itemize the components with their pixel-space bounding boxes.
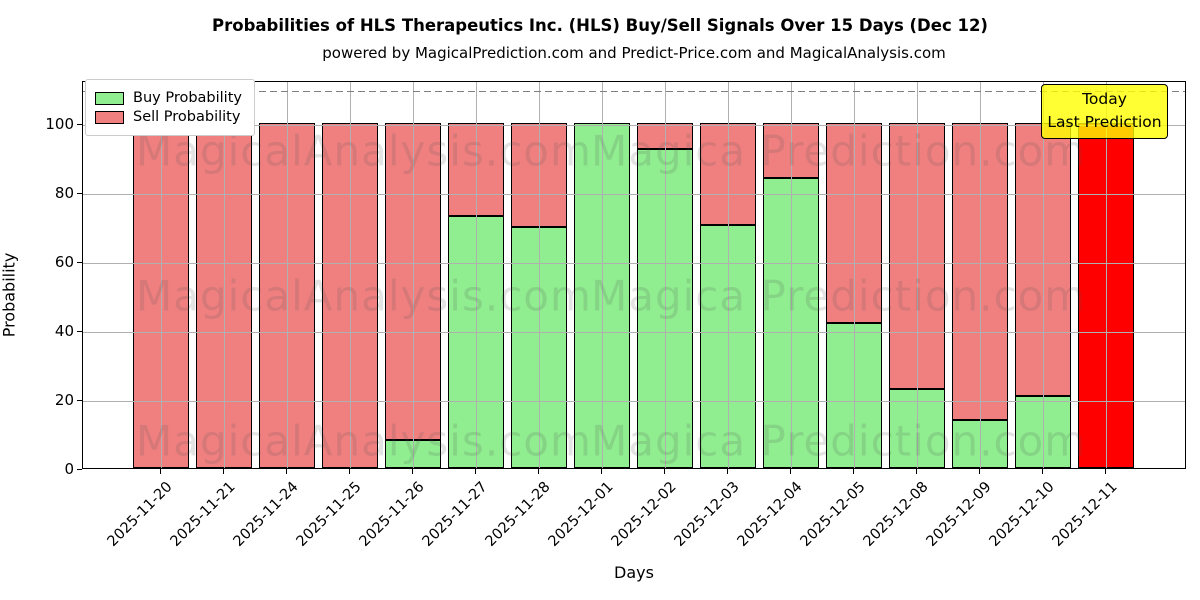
x-tick-mark: [1105, 469, 1106, 474]
vertical-gridline: [224, 82, 225, 468]
x-axis-label: Days: [614, 563, 654, 582]
today-annotation-line2: Last Prediction: [1047, 113, 1162, 132]
y-axis-label: Probability: [0, 252, 19, 338]
vertical-gridline: [728, 82, 729, 468]
x-tick-mark: [727, 469, 728, 474]
x-tick-mark: [853, 469, 854, 474]
x-tick-label: 2025-12-10: [986, 479, 1058, 550]
today-annotation: Today Last Prediction: [1041, 84, 1168, 139]
vertical-gridline: [980, 82, 981, 468]
x-tick-label: 2025-11-24: [230, 479, 302, 550]
chart-subtitle: powered by MagicalPrediction.com and Pre…: [322, 44, 946, 62]
x-tick-mark: [223, 469, 224, 474]
x-tick-label: 2025-11-27: [419, 479, 491, 550]
x-tick-mark: [790, 469, 791, 474]
vertical-gridline: [917, 82, 918, 468]
x-tick-mark: [412, 469, 413, 474]
y-tick-label: 0: [64, 460, 74, 478]
y-tick-mark: [77, 400, 82, 402]
legend-buy-label: Buy Probability: [133, 90, 242, 106]
x-tick-label: 2025-12-04: [734, 479, 806, 550]
y-tick-mark: [77, 124, 82, 126]
today-annotation-line1: Today: [1082, 90, 1127, 108]
sell-color-swatch: [95, 110, 124, 124]
x-tick-mark: [664, 469, 665, 474]
chart-title: Probabilities of HLS Therapeutics Inc. (…: [212, 16, 988, 35]
x-tick-label: 2025-12-05: [797, 479, 869, 550]
horizontal-gridline: [83, 125, 1185, 127]
horizontal-gridline: [83, 263, 1185, 265]
legend-sell-label: Sell Probability: [133, 109, 241, 125]
x-tick-mark: [349, 469, 350, 474]
y-tick-label: 80: [54, 184, 74, 203]
x-tick-mark: [601, 469, 602, 474]
vertical-gridline: [791, 82, 792, 468]
horizontal-gridline: [83, 332, 1185, 334]
x-tick-mark: [916, 469, 917, 474]
vertical-gridline: [413, 82, 414, 468]
vertical-gridline: [602, 82, 603, 468]
x-tick-label: 2025-11-20: [104, 479, 176, 550]
vertical-gridline: [287, 82, 288, 468]
vertical-gridline: [476, 82, 477, 468]
buy-color-swatch: [95, 91, 124, 105]
y-tick-mark: [77, 331, 82, 333]
y-tick-mark: [77, 262, 82, 264]
x-tick-label: 2025-12-01: [545, 479, 617, 550]
x-tick-mark: [1042, 469, 1043, 474]
y-tick-mark: [77, 469, 82, 470]
x-tick-label: 2025-11-21: [167, 479, 239, 550]
y-tick-label: 20: [54, 391, 74, 410]
vertical-gridline: [665, 82, 666, 468]
x-tick-label: 2025-12-02: [608, 479, 680, 550]
threshold-dashed-line: [83, 90, 1185, 93]
x-tick-mark: [979, 469, 980, 474]
legend-entry-buy: Buy Probability: [95, 90, 242, 106]
plot-area: MagicalAnalysis.comMagica Prediction.com…: [82, 79, 1186, 469]
y-tick-mark: [77, 193, 82, 195]
y-tick-label: 60: [54, 253, 74, 272]
x-tick-label: 2025-12-08: [860, 479, 932, 550]
x-tick-label: 2025-11-26: [356, 479, 428, 550]
vertical-gridline: [161, 82, 162, 468]
horizontal-gridline: [83, 194, 1185, 196]
horizontal-gridline: [83, 401, 1185, 403]
x-tick-mark: [475, 469, 476, 474]
x-tick-mark: [286, 469, 287, 474]
y-tick-label: 100: [45, 115, 74, 134]
x-tick-label: 2025-12-03: [671, 479, 743, 550]
legend-entry-sell: Sell Probability: [95, 109, 242, 125]
legend: Buy Probability Sell Probability: [85, 79, 255, 136]
x-tick-label: 2025-12-09: [923, 479, 995, 550]
x-tick-label: 2025-12-11: [1049, 479, 1121, 550]
x-tick-label: 2025-11-28: [482, 479, 554, 550]
vertical-gridline: [1043, 82, 1044, 468]
vertical-gridline: [1106, 82, 1107, 468]
vertical-gridline: [539, 82, 540, 468]
vertical-gridline: [350, 82, 351, 468]
x-tick-label: 2025-11-25: [293, 479, 365, 550]
vertical-gridline: [854, 82, 855, 468]
y-tick-label: 40: [54, 322, 74, 341]
x-tick-mark: [538, 469, 539, 474]
x-tick-mark: [160, 469, 161, 474]
